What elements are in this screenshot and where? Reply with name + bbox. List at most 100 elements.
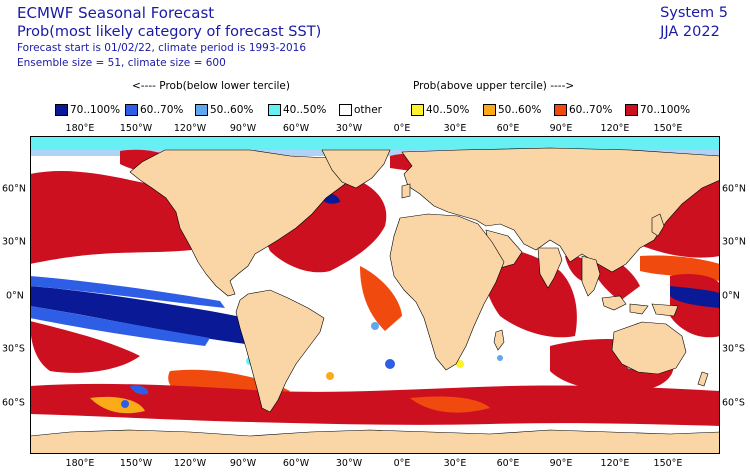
lon-label: 150°E bbox=[653, 123, 683, 134]
lon-label: 60°W bbox=[282, 123, 310, 134]
forecast-info: Forecast start is 01/02/22, climate peri… bbox=[17, 42, 307, 54]
header-right: System 5 JJA 2022 bbox=[660, 4, 728, 42]
header-left: ECMWF Seasonal Forecast Prob(most likely… bbox=[17, 4, 321, 71]
lat-label: 30°S bbox=[722, 343, 745, 355]
lon-label: 0°E bbox=[393, 458, 411, 469]
lon-label: 30°E bbox=[443, 458, 467, 469]
legend-swatch bbox=[55, 104, 68, 116]
legend-swatch bbox=[339, 104, 352, 116]
legend-swatch bbox=[554, 104, 567, 116]
antarctica bbox=[30, 429, 720, 454]
legend-above-heading: Prob(above upper tercile) ----> bbox=[413, 80, 575, 92]
lon-label: 90°E bbox=[549, 458, 573, 469]
legend-item: 40..50% bbox=[268, 102, 326, 118]
lon-label: 60°E bbox=[496, 458, 520, 469]
cold-tongue-edge-north bbox=[30, 276, 225, 308]
lon-label: 150°W bbox=[119, 458, 153, 469]
lon-label: 120°E bbox=[600, 123, 630, 134]
legend-swatch bbox=[625, 104, 638, 116]
legend-label: 40..50% bbox=[283, 104, 327, 116]
lon-label: 60°E bbox=[496, 123, 520, 134]
lon-label: 30°W bbox=[335, 458, 363, 469]
lon-label: 90°W bbox=[229, 458, 257, 469]
legend-item: 60..70% bbox=[554, 102, 612, 118]
sulawesi bbox=[629, 303, 649, 315]
map-subtitle: Prob(most likely category of forecast SS… bbox=[17, 24, 322, 40]
borneo bbox=[601, 295, 627, 311]
eurasia bbox=[401, 147, 720, 273]
legend-label: 40..50% bbox=[426, 104, 470, 116]
lon-label: 90°E bbox=[549, 123, 573, 134]
lon-label: 120°W bbox=[173, 458, 207, 469]
south-america bbox=[235, 289, 325, 413]
india bbox=[537, 247, 563, 289]
lat-label: 0°N bbox=[722, 290, 740, 302]
lon-label: 60°W bbox=[282, 458, 310, 469]
subtropical-pacific-orange bbox=[640, 255, 720, 281]
system-label: System 5 bbox=[660, 5, 728, 21]
legend-item: other bbox=[339, 102, 382, 118]
ensemble-info: Ensemble size = 51, climate size = 600 bbox=[17, 57, 226, 69]
legend-item: 70..100% bbox=[55, 102, 120, 118]
lat-label: 30°N bbox=[2, 236, 26, 248]
legend-item: 50..60% bbox=[195, 102, 253, 118]
legend-item: 40..50% bbox=[411, 102, 469, 118]
lat-label: 0°N bbox=[6, 290, 24, 302]
lat-label: 60°N bbox=[2, 183, 26, 195]
legend-swatch bbox=[411, 104, 424, 116]
lon-label: 0°E bbox=[393, 123, 411, 134]
indochina bbox=[581, 255, 601, 297]
lon-label: 90°W bbox=[229, 123, 257, 134]
arctic-strip bbox=[30, 136, 720, 150]
legend-item: 70..100% bbox=[625, 102, 690, 118]
legend-swatch bbox=[268, 104, 281, 116]
legend-item: 50..60% bbox=[483, 102, 541, 118]
great-britain bbox=[401, 183, 411, 199]
lon-label: 30°E bbox=[443, 123, 467, 134]
season-label: JJA 2022 bbox=[660, 24, 720, 40]
lon-label: 30°W bbox=[335, 123, 363, 134]
southern-orange-patch bbox=[90, 396, 145, 414]
lat-label: 30°N bbox=[722, 236, 746, 248]
cold-speckle bbox=[371, 322, 379, 330]
legend-label: 60..70% bbox=[140, 104, 184, 116]
south-pacific-warm-west bbox=[30, 321, 140, 373]
australia bbox=[611, 321, 687, 375]
legend-label: other bbox=[354, 104, 382, 116]
warm-speckle bbox=[326, 372, 334, 380]
cold-speckle bbox=[121, 400, 129, 408]
southern-red-orange-patch bbox=[410, 396, 490, 413]
new-guinea bbox=[651, 303, 679, 317]
tropical-atlantic-warm bbox=[360, 266, 402, 331]
cold-tongue-edge-south bbox=[30, 306, 210, 346]
japan bbox=[651, 213, 665, 237]
map-frame bbox=[30, 136, 720, 454]
legend-label: 50..60% bbox=[498, 104, 542, 116]
legend-swatch bbox=[483, 104, 496, 116]
legend-below-heading: <---- Prob(below lower tercile) bbox=[132, 80, 290, 92]
new-zealand bbox=[697, 371, 709, 387]
map-title: ECMWF Seasonal Forecast bbox=[17, 4, 215, 22]
southern-ocean-warm-band bbox=[30, 383, 720, 426]
lon-label: 150°W bbox=[119, 123, 153, 134]
lat-label: 60°S bbox=[722, 397, 745, 409]
legend-swatch bbox=[125, 104, 138, 116]
lon-label: 120°E bbox=[600, 458, 630, 469]
continents bbox=[30, 147, 720, 454]
lon-label: 180°E bbox=[65, 123, 95, 134]
warm-speckle bbox=[456, 360, 464, 368]
greenland bbox=[321, 149, 391, 189]
lat-label: 60°N bbox=[722, 183, 746, 195]
legend-label: 60..70% bbox=[569, 104, 613, 116]
legend-label: 70..100% bbox=[70, 104, 121, 116]
southern-cold-patch bbox=[130, 385, 149, 395]
sst-probability-map bbox=[30, 136, 720, 454]
cold-speckle bbox=[385, 359, 395, 369]
la-nina-cold-tongue bbox=[30, 286, 300, 351]
lon-label: 120°W bbox=[173, 123, 207, 134]
cold-speckle bbox=[497, 355, 503, 361]
lon-label: 150°E bbox=[653, 458, 683, 469]
lat-label: 30°S bbox=[2, 343, 25, 355]
lon-label: 180°E bbox=[65, 458, 95, 469]
legend-label: 50..60% bbox=[210, 104, 254, 116]
